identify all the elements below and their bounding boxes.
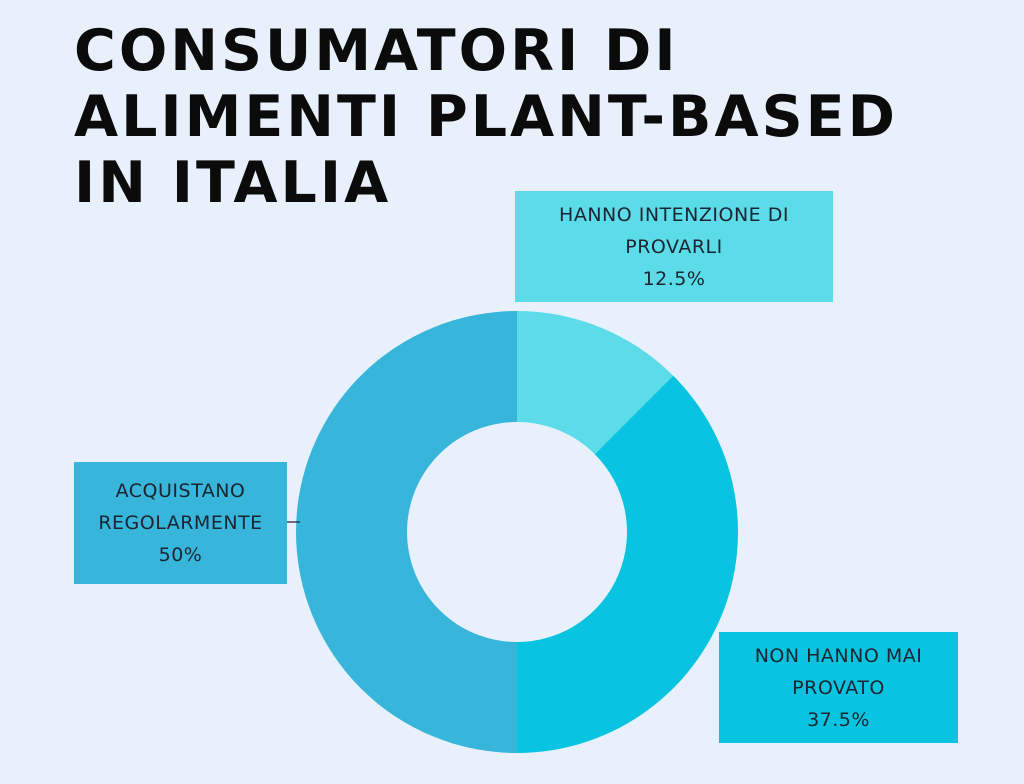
callout-acquistano-regolarmente: ACQUISTANO REGOLARMENTE 50% (74, 462, 287, 584)
chart-title-line-1: CONSUMATORI DI (74, 18, 679, 84)
chart-title: CONSUMATORI DI ALIMENTI PLANT-BASED IN I… (74, 18, 974, 216)
callout-value: 12.5% (642, 267, 706, 290)
slice-acquistano-regolarmente (296, 311, 517, 753)
callout-value: 50% (158, 544, 203, 566)
chart-title-line-2: ALIMENTI PLANT-BASED (74, 84, 898, 150)
chart-title-line-3: IN ITALIA (74, 150, 392, 216)
slice-hanno-intenzione (517, 311, 674, 455)
callout-value: 37.5% (807, 708, 870, 731)
callout-label-line: HANNO INTENZIONE DI (559, 203, 789, 226)
donut-slices (296, 311, 738, 753)
slice-non-hanno-mai-provato (517, 375, 738, 753)
callout-label-line: NON HANNO MAI (754, 644, 923, 667)
callout-hanno-intenzione: HANNO INTENZIONE DI PROVARLI 12.5% (515, 191, 833, 302)
callout-label-line: REGOLARMENTE (98, 512, 263, 534)
callout-label-line: PROVATO (792, 676, 885, 699)
callout-label-line: ACQUISTANO (115, 480, 246, 502)
callout-non-hanno-mai-provato: NON HANNO MAI PROVATO 37.5% (719, 632, 958, 743)
callout-label-line: PROVARLI (625, 235, 723, 258)
